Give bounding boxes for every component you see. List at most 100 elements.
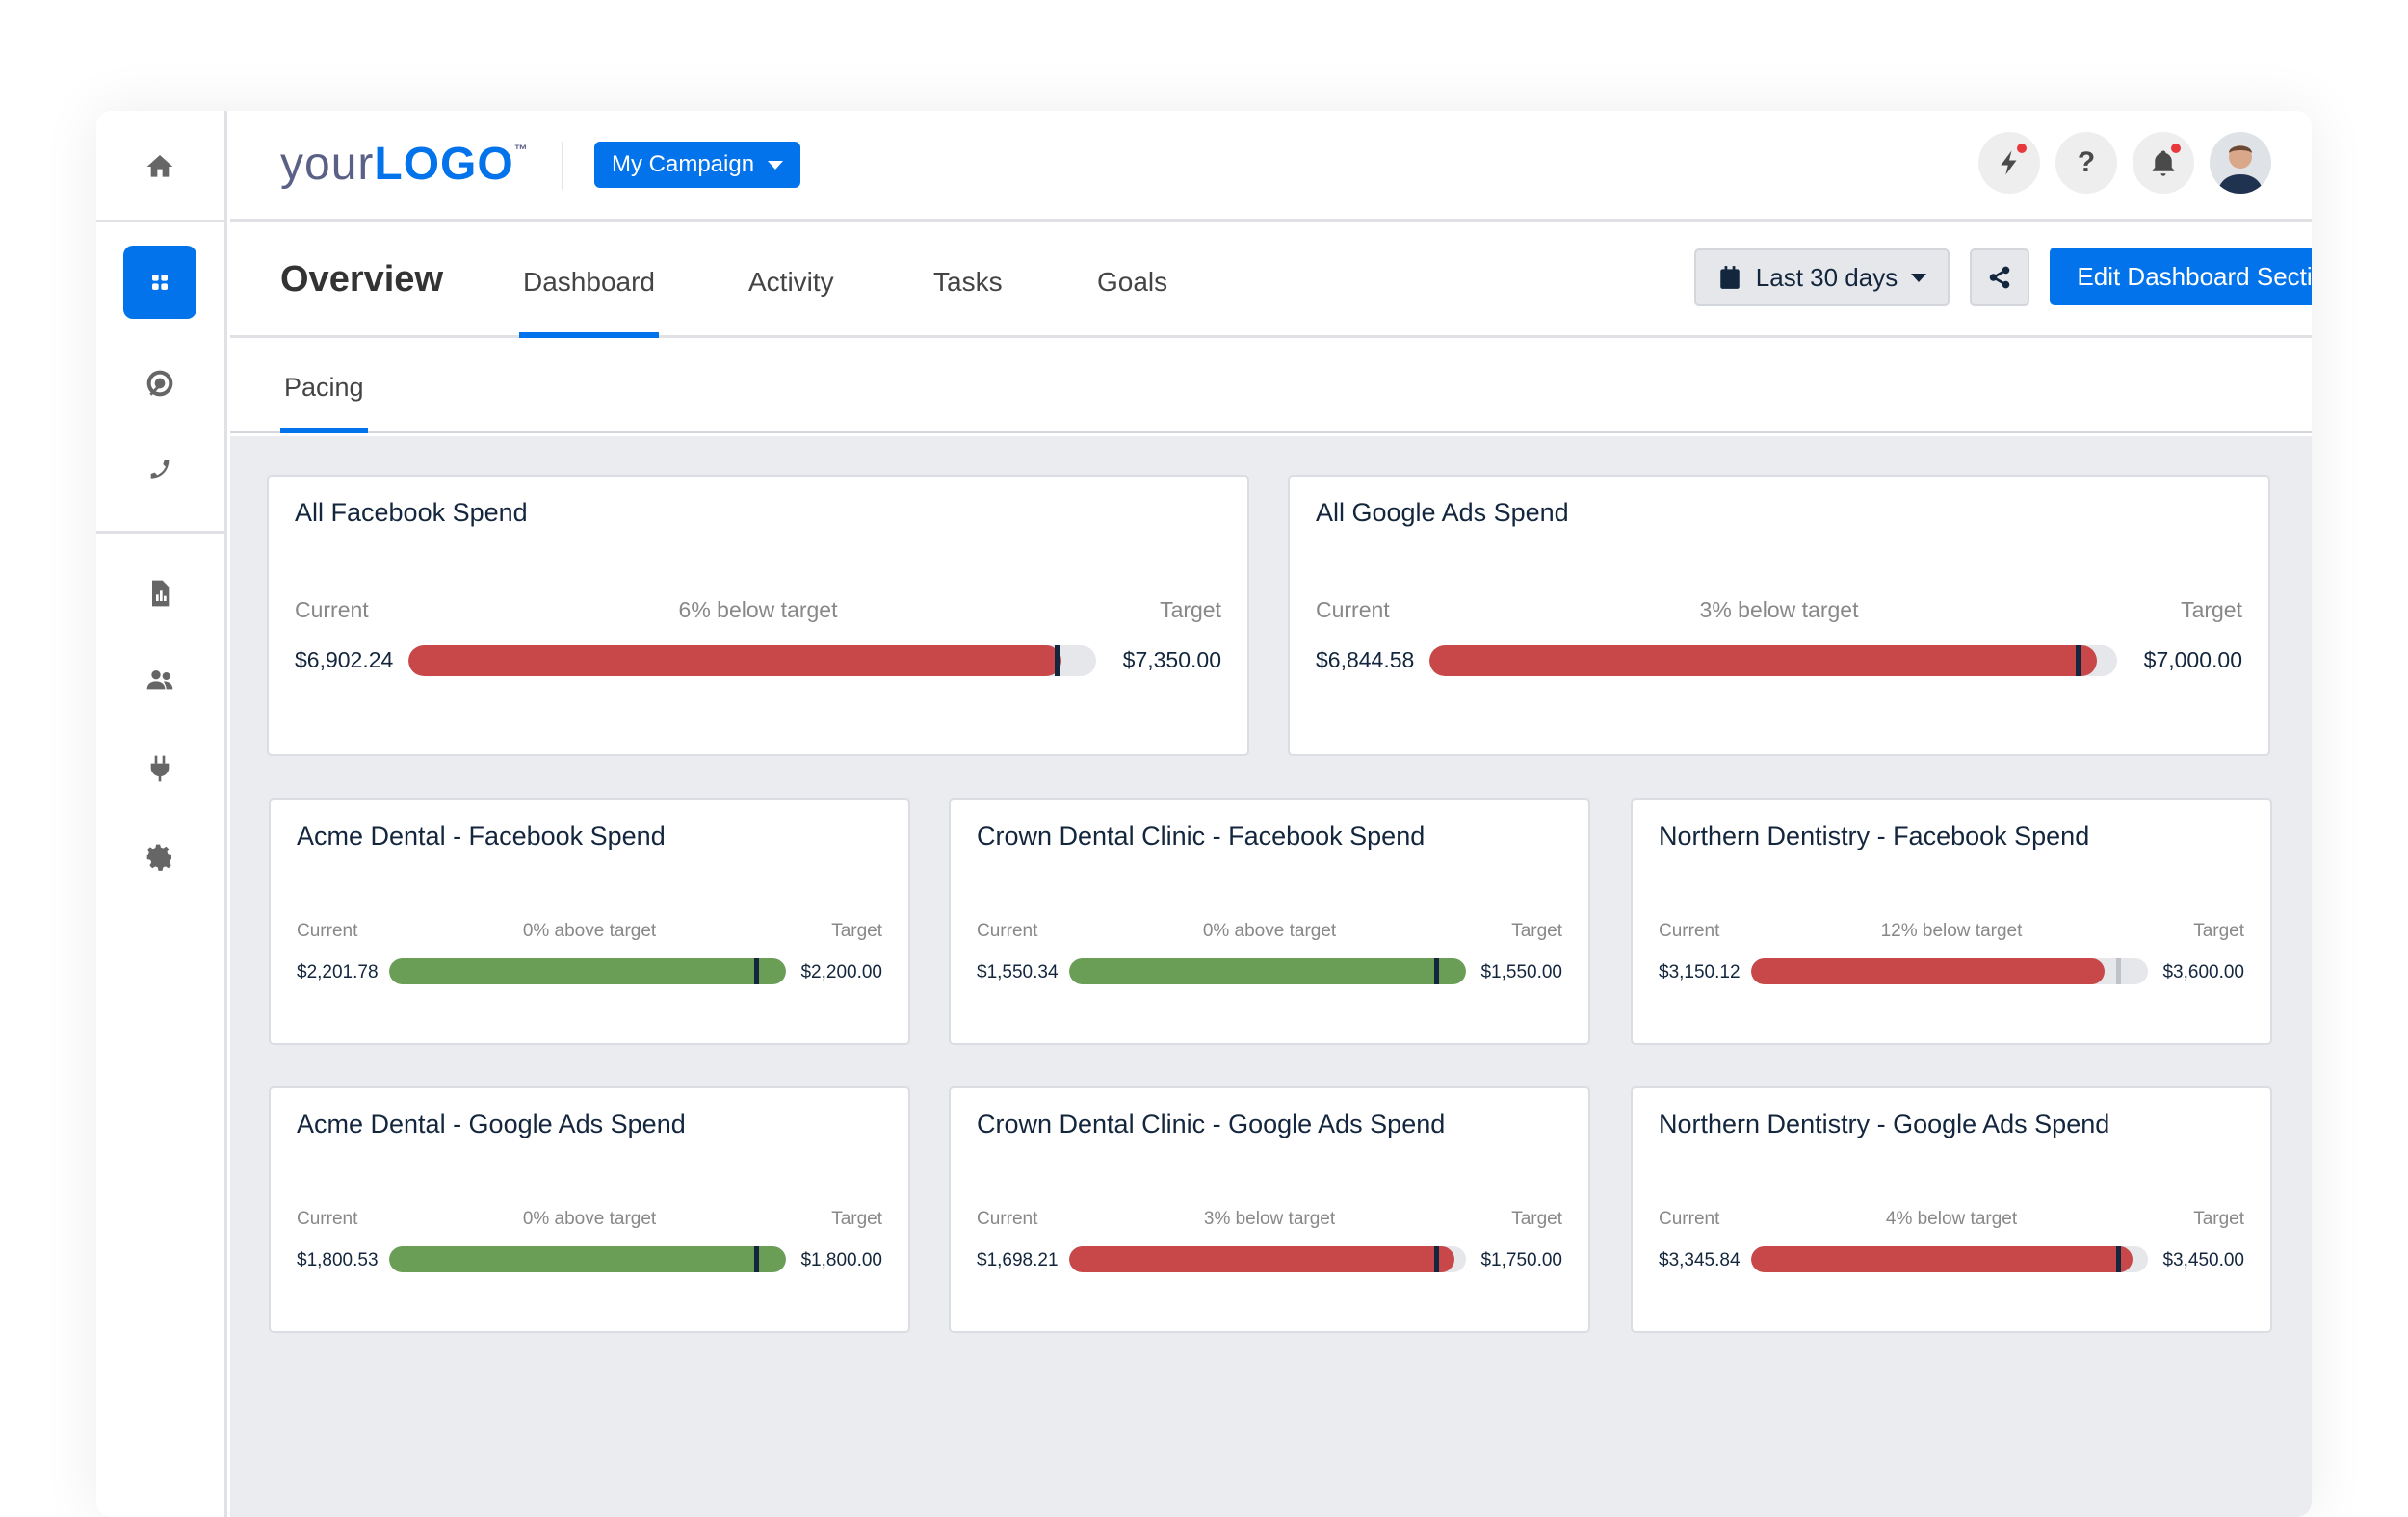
pacing-status: 3% below target xyxy=(1203,1209,1336,1229)
share-icon xyxy=(1989,266,2010,289)
share-button[interactable] xyxy=(1970,248,2029,306)
pacing-status: 12% below target xyxy=(1880,921,2023,941)
tab-goals[interactable]: Goals xyxy=(1097,267,1168,297)
pacing-bar xyxy=(1069,958,1466,984)
target-value: $1,550.00 xyxy=(1480,962,1562,982)
pacing-bar xyxy=(389,1246,786,1272)
tab-dashboard[interactable]: Dashboard xyxy=(519,267,659,338)
target-label: Target xyxy=(2193,921,2244,941)
current-value: $2,201.78 xyxy=(297,962,379,982)
target-marker xyxy=(1055,645,1060,676)
pacing-bar xyxy=(408,645,1096,676)
bell-icon[interactable] xyxy=(2133,132,2194,194)
subtabs-row: Pacing xyxy=(230,338,2312,433)
target-value: $7,000.00 xyxy=(2143,647,2242,672)
tab-activity[interactable]: Activity xyxy=(748,267,834,297)
pacing-status: 4% below target xyxy=(1885,1209,2018,1229)
target-label: Target xyxy=(831,921,882,941)
dashboard-icon[interactable] xyxy=(123,246,196,319)
plug-icon[interactable] xyxy=(123,732,196,805)
current-value: $3,150.12 xyxy=(1659,962,1741,982)
pacing-card[interactable]: Crown Dental Clinic - Google Ads Spend C… xyxy=(949,1086,1590,1333)
calendar-icon xyxy=(1720,266,1740,289)
gear-icon[interactable] xyxy=(123,821,196,894)
home-icon[interactable] xyxy=(123,130,196,203)
main-area: yourLOGO™ My Campaign ? Overview Dashboa… xyxy=(230,111,2312,1517)
target-marker xyxy=(1434,958,1440,984)
header-icons: ? xyxy=(1978,132,2271,194)
pacing-card[interactable]: All Facebook Spend Current 6% below targ… xyxy=(267,475,1249,756)
target-label: Target xyxy=(2193,1209,2244,1229)
current-label: Current xyxy=(295,597,369,622)
card-title: Acme Dental - Facebook Spend xyxy=(297,822,666,850)
pacing-bar xyxy=(1069,1246,1466,1272)
sidebar-divider xyxy=(96,220,227,222)
target-label: Target xyxy=(831,1209,882,1229)
pacing-bar-fill xyxy=(1069,1246,1454,1272)
target-marker xyxy=(2076,645,2081,676)
pacing-card[interactable]: Crown Dental Clinic - Facebook Spend Cur… xyxy=(949,798,1590,1045)
logo-prefix: your xyxy=(280,139,375,190)
card-title: All Facebook Spend xyxy=(295,498,528,527)
pacing-content: All Facebook Spend Current 6% below targ… xyxy=(230,436,2312,1517)
notification-dot xyxy=(2017,144,2027,153)
pacing-bar xyxy=(1751,1246,2148,1272)
edit-dashboard-section-button[interactable]: Edit Dashboard Section xyxy=(2050,248,2312,305)
campaign-label: My Campaign xyxy=(612,151,755,177)
pacing-status: 0% above target xyxy=(522,1209,657,1229)
target-icon[interactable] xyxy=(123,347,196,420)
pacing-bar xyxy=(1751,958,2148,984)
campaign-dropdown[interactable]: My Campaign xyxy=(594,142,801,188)
current-label: Current xyxy=(1659,921,1720,941)
user-avatar[interactable] xyxy=(2210,132,2271,194)
header-divider xyxy=(562,142,563,190)
current-label: Current xyxy=(977,921,1038,941)
pacing-bar-fill xyxy=(1429,645,2097,676)
current-label: Current xyxy=(1659,1209,1720,1229)
pacing-status: 0% above target xyxy=(1202,921,1337,941)
pacing-card[interactable]: Acme Dental - Google Ads Spend Current 0… xyxy=(269,1086,910,1333)
target-value: $3,600.00 xyxy=(2162,962,2244,982)
logo[interactable]: yourLOGO™ xyxy=(280,138,529,191)
target-value: $3,450.00 xyxy=(2162,1250,2244,1270)
pacing-card[interactable]: Northern Dentistry - Google Ads Spend Cu… xyxy=(1631,1086,2272,1333)
pacing-status: 0% above target xyxy=(522,921,657,941)
current-value: $3,345.84 xyxy=(1659,1250,1741,1270)
caret-down-icon xyxy=(1911,273,1927,282)
card-title: Crown Dental Clinic - Facebook Spend xyxy=(977,822,1426,850)
target-marker xyxy=(2116,958,2122,984)
tab-tasks[interactable]: Tasks xyxy=(933,267,1003,297)
sidebar xyxy=(96,111,227,1517)
pacing-bar-fill xyxy=(1751,958,2105,984)
current-label: Current xyxy=(297,1209,358,1229)
sidebar-divider xyxy=(96,531,227,534)
target-value: $7,350.00 xyxy=(1122,647,1221,672)
current-label: Current xyxy=(1316,597,1390,622)
pacing-card[interactable]: All Google Ads Spend Current 3% below ta… xyxy=(1288,475,2270,756)
pacing-bar-fill xyxy=(1069,958,1466,984)
target-label: Target xyxy=(1511,1209,1562,1229)
date-range-dropdown[interactable]: Last 30 days xyxy=(1694,248,1950,306)
target-value: $1,750.00 xyxy=(1480,1250,1562,1270)
subtab-pacing[interactable]: Pacing xyxy=(280,373,368,433)
target-marker xyxy=(754,958,760,984)
pacing-card[interactable]: Northern Dentistry - Facebook Spend Curr… xyxy=(1631,798,2272,1045)
target-marker xyxy=(754,1246,760,1272)
lightning-icon[interactable] xyxy=(1978,132,2040,194)
current-value: $1,698.21 xyxy=(977,1250,1059,1270)
pacing-bar-fill xyxy=(1751,1246,2133,1272)
card-title: Northern Dentistry - Facebook Spend xyxy=(1659,822,2090,850)
users-icon[interactable] xyxy=(123,643,196,717)
pacing-status: 6% below target xyxy=(678,597,838,622)
pacing-bar-fill xyxy=(408,645,1062,676)
target-value: $2,200.00 xyxy=(800,962,882,982)
card-title: Northern Dentistry - Google Ads Spend xyxy=(1659,1110,2110,1138)
current-label: Current xyxy=(977,1209,1038,1229)
target-label: Target xyxy=(1511,921,1562,941)
report-icon[interactable] xyxy=(123,557,196,630)
target-marker xyxy=(1434,1246,1440,1272)
phone-icon[interactable] xyxy=(123,433,196,507)
app-window: yourLOGO™ My Campaign ? Overview Dashboa… xyxy=(96,111,2312,1517)
help-icon[interactable]: ? xyxy=(2055,132,2117,194)
pacing-card[interactable]: Acme Dental - Facebook Spend Current 0% … xyxy=(269,798,910,1045)
